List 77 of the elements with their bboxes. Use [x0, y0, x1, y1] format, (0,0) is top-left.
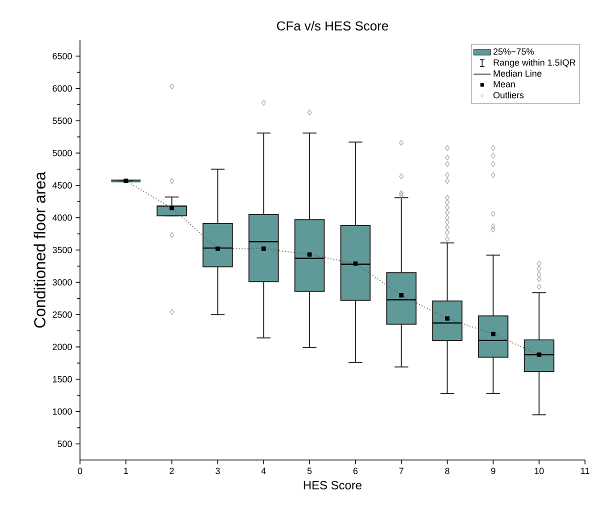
x-tick-label: 5 [307, 468, 312, 474]
point [536, 260, 542, 266]
point [490, 223, 496, 229]
x-tick-label: 10 [534, 468, 544, 474]
point [261, 100, 266, 106]
x-tick-label: 8 [445, 468, 450, 474]
point [399, 140, 404, 146]
point [445, 154, 450, 160]
point [490, 145, 496, 151]
point [445, 199, 450, 206]
y-tick-label: 5500 [52, 118, 72, 124]
annotation: Median Line [494, 70, 542, 77]
point [536, 276, 542, 282]
point [170, 84, 174, 90]
point [261, 246, 266, 251]
x-tick-label: 4 [261, 468, 266, 474]
legend-label: 25%~75% [493, 48, 534, 55]
point [536, 266, 542, 272]
y-tick-label: 2000 [52, 344, 72, 350]
annotation: Range within 1.5IQR [494, 59, 576, 68]
x-tick-label: 6 [353, 468, 358, 474]
point [445, 224, 450, 230]
x-tick-label: 0 [78, 468, 82, 474]
point [445, 210, 450, 216]
point [307, 109, 312, 116]
point [490, 172, 496, 178]
y-tick-label: 4000 [52, 214, 72, 221]
point [490, 152, 496, 159]
point [490, 161, 496, 167]
x-tick-label: 7 [399, 468, 404, 474]
point [445, 214, 450, 221]
point [445, 236, 450, 242]
point [399, 173, 404, 180]
y-axis-title: Conditioned floor area [34, 172, 46, 328]
y-tick-label: 4500 [52, 182, 72, 189]
legend-label: Mean [494, 81, 515, 88]
point [445, 219, 450, 226]
point [490, 332, 496, 336]
y-tick-label: 6000 [52, 85, 72, 92]
point [353, 261, 358, 266]
chart-title: CFa v/s HES Score [277, 20, 388, 30]
point [399, 190, 404, 196]
point [536, 272, 542, 278]
x-tick-label: 9 [491, 468, 496, 474]
point [445, 161, 450, 167]
y-tick-label: 5000 [52, 150, 72, 156]
x-tick-label: 1 [124, 468, 128, 474]
y-tick-label: 500 [58, 440, 72, 448]
y-tick-label: 3500 [52, 246, 72, 254]
point [445, 316, 450, 321]
y-tick-label: 6500 [52, 52, 72, 60]
point [445, 230, 450, 236]
point [445, 204, 450, 210]
point [490, 226, 496, 232]
point [445, 194, 450, 201]
point [445, 178, 450, 184]
x-tick-label: 11 [581, 468, 590, 474]
point [307, 252, 312, 257]
point [170, 309, 174, 315]
y-tick-label: 3000 [52, 279, 72, 286]
x-axis-title: HES Score [304, 480, 362, 490]
point [399, 192, 404, 198]
point [490, 210, 496, 217]
x-tick-label: 3 [216, 468, 220, 474]
y-tick-label: 1500 [52, 376, 72, 382]
legend-label: Outliers [493, 92, 524, 98]
point [445, 145, 450, 151]
point [170, 178, 174, 184]
point [216, 246, 220, 251]
point [170, 232, 174, 238]
point [399, 293, 404, 298]
point [536, 284, 542, 290]
point [536, 352, 542, 357]
y-tick-label: 2500 [52, 311, 72, 318]
y-tick-label: 1000 [52, 408, 72, 415]
x-tick-label: 2 [170, 468, 174, 474]
point [445, 172, 450, 178]
